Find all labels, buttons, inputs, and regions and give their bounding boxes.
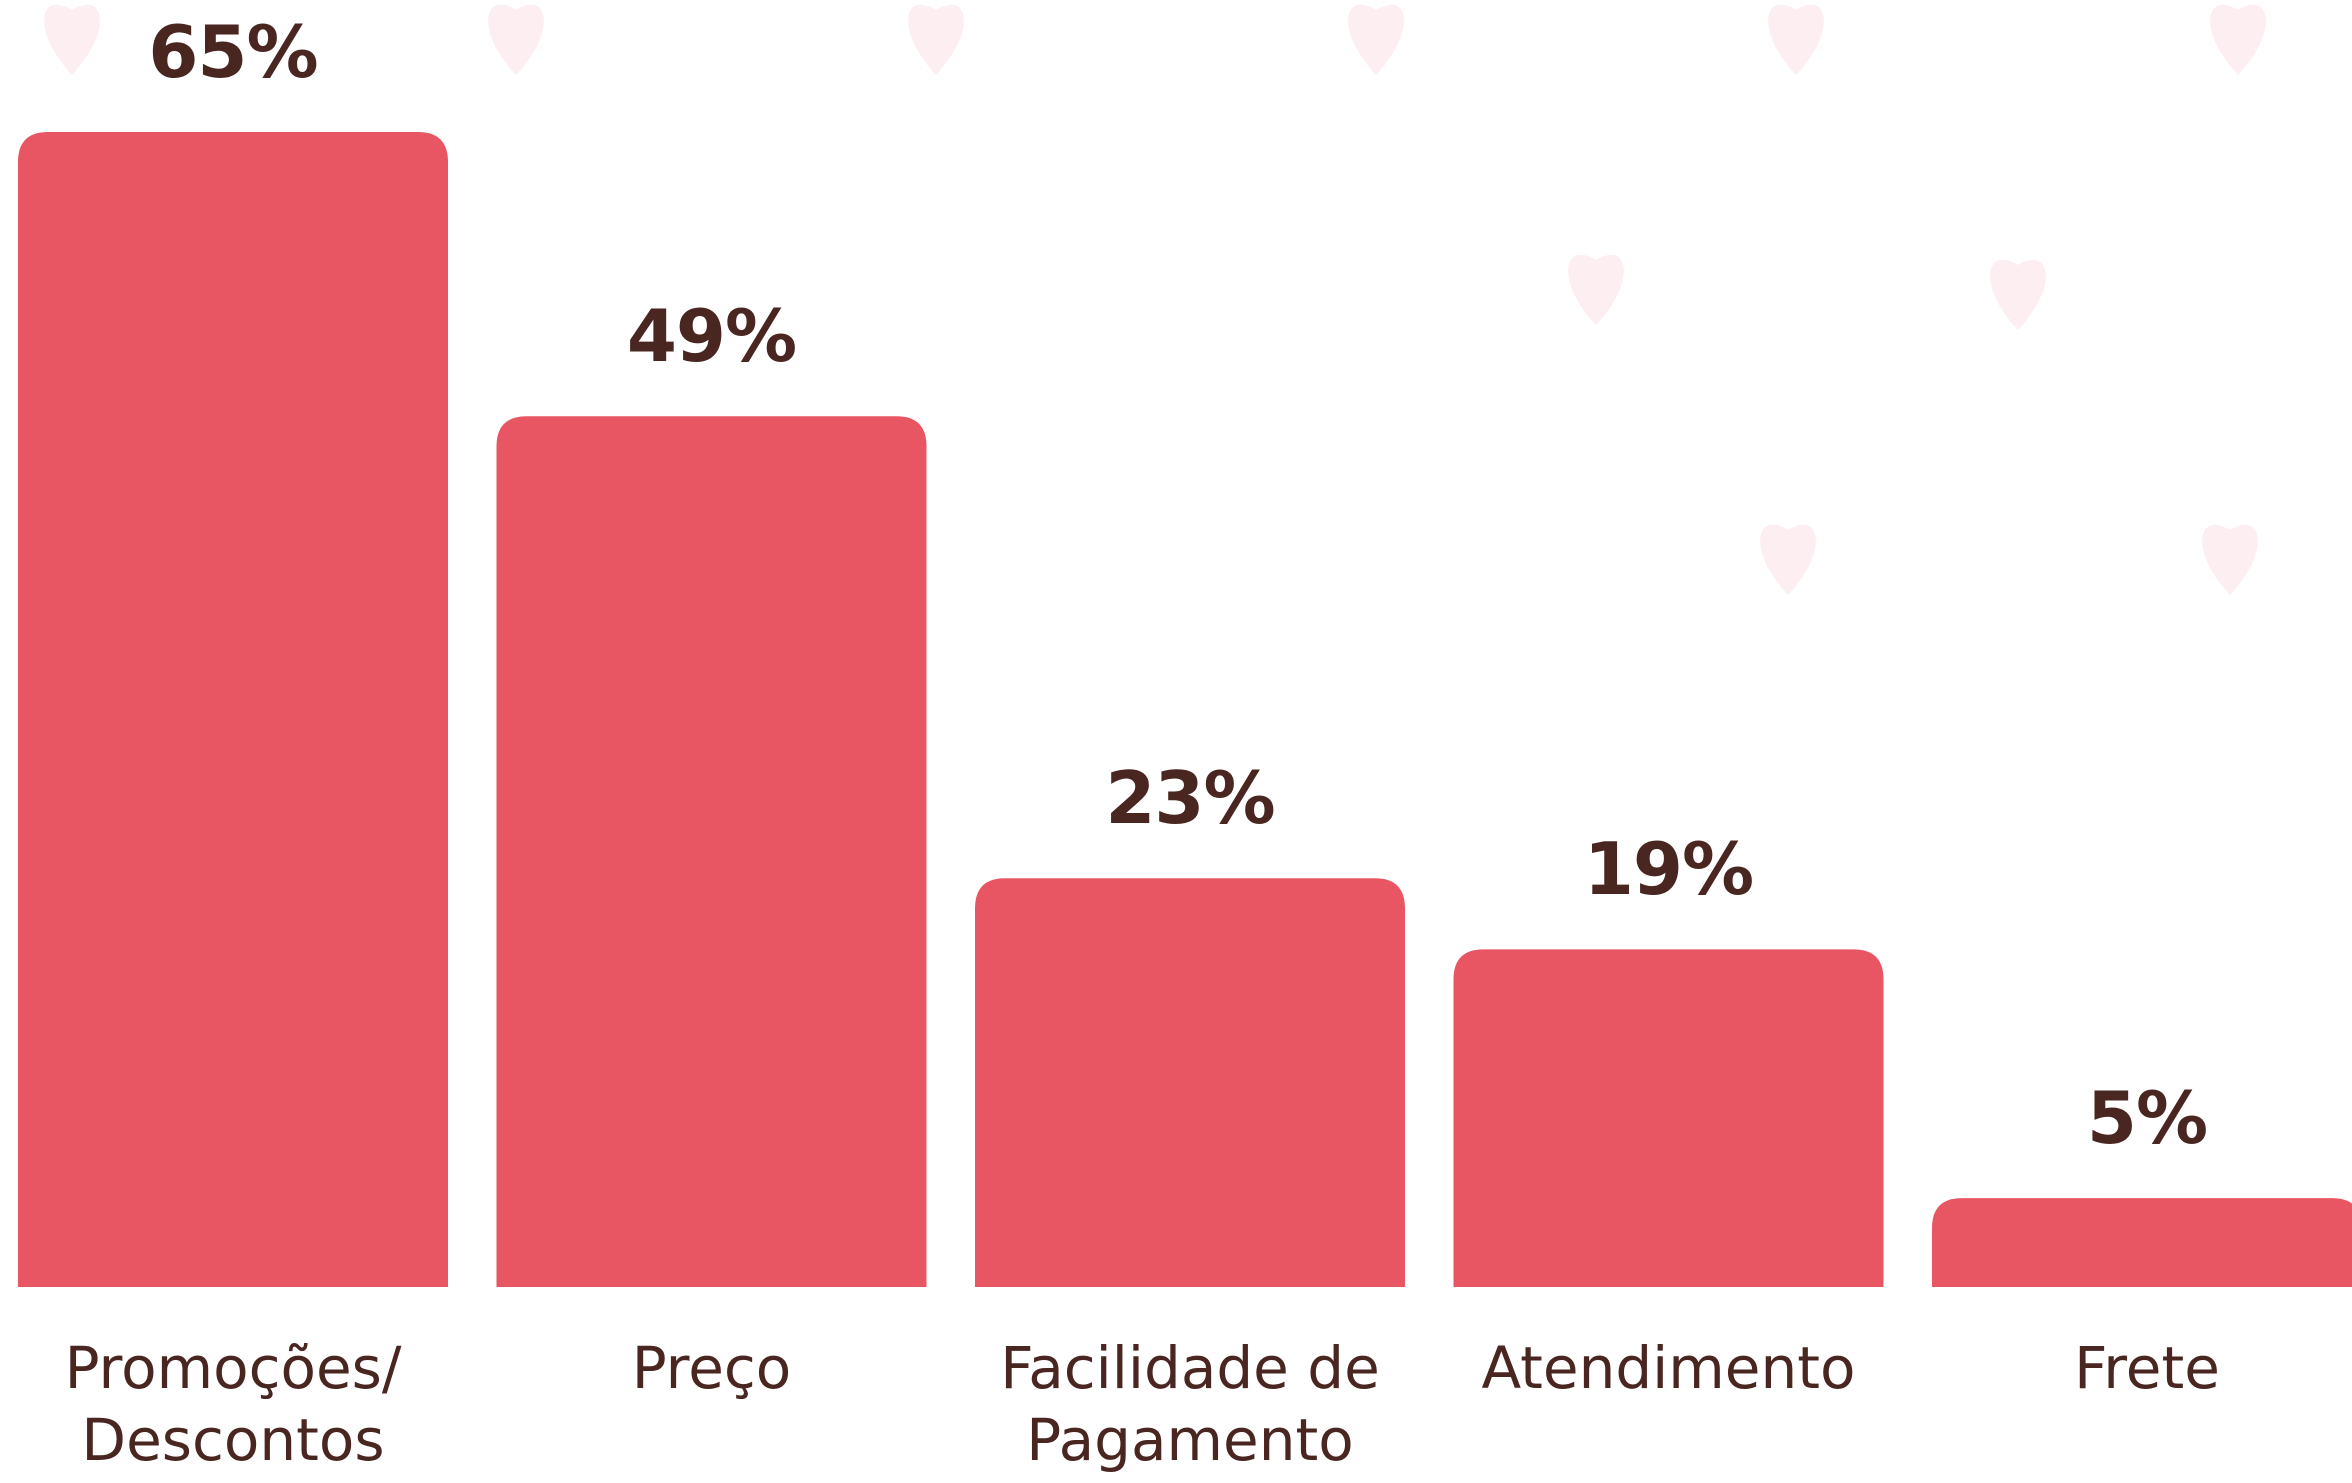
bar bbox=[1453, 949, 1884, 1287]
value-label: 19% bbox=[1583, 827, 1754, 912]
value-label: 23% bbox=[1105, 756, 1275, 841]
value-label: 5% bbox=[2086, 1076, 2208, 1161]
bar bbox=[1932, 1198, 2352, 1287]
value-label: 65% bbox=[148, 10, 318, 94]
category-label: Frete bbox=[2074, 1334, 2220, 1402]
category-label: Atendimento bbox=[1481, 1334, 1856, 1402]
category-label: Promoções/ Descontos bbox=[64, 1334, 402, 1474]
category-label: Facilidade de Pagamento bbox=[1000, 1334, 1380, 1474]
value-label: 49% bbox=[626, 294, 797, 379]
bar bbox=[975, 878, 1405, 1287]
category-label: Preço bbox=[631, 1334, 792, 1402]
bar bbox=[496, 416, 927, 1287]
background-hearts bbox=[44, 4, 2266, 595]
bar bbox=[18, 132, 448, 1287]
